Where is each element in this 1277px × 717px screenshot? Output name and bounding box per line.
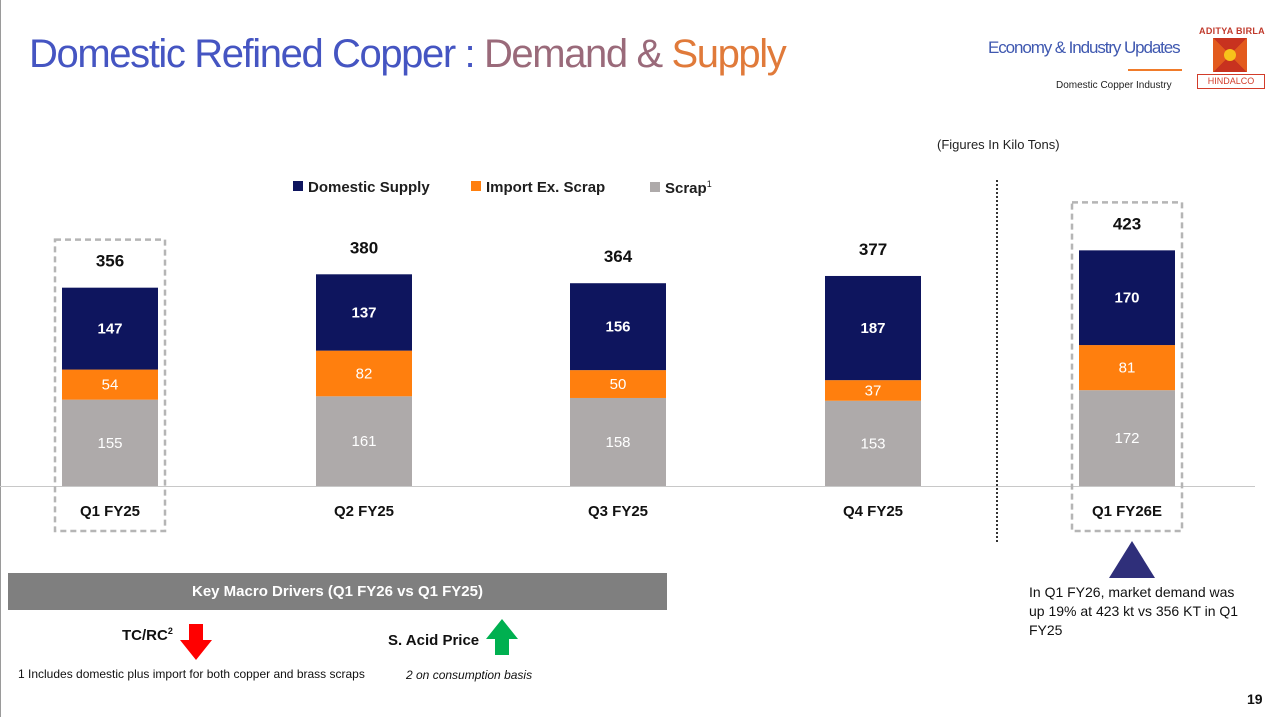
- title-part-2: Demand &: [483, 32, 672, 76]
- data-label-domestic-supply-q2-fy25: 137: [351, 304, 376, 321]
- demand-callout: In Q1 FY26, market demand was up 19% at …: [1029, 584, 1239, 638]
- legend-swatch-scrap: [650, 182, 660, 192]
- section-label: Economy & Industry Updates: [988, 38, 1181, 57]
- sun-logo-icon: [1213, 38, 1247, 72]
- bar-import-ex-scrap-q1-fy26e: [1079, 345, 1175, 391]
- highlight-box-q1-fy26e: [1070, 201, 1184, 533]
- legend-item-import-ex-scrap: Import Ex. Scrap: [471, 179, 605, 196]
- data-label-import-ex-scrap-q3-fy25: 50: [610, 376, 627, 393]
- footnote-2: 2 on consumption basis: [406, 668, 533, 682]
- bar-import-ex-scrap-q1-fy25: [62, 369, 158, 400]
- data-label-domestic-supply-q3-fy25: 156: [605, 319, 630, 336]
- section-underline: [1128, 69, 1182, 71]
- down-arrow-icon: [180, 624, 212, 660]
- bar-scrap-q3-fy25: [570, 397, 666, 486]
- driver-tc-rc-label: TC/RC: [122, 627, 168, 644]
- units-note: (Figures In Kilo Tons): [937, 137, 1060, 152]
- logo-bottom-text: HINDALCO: [1197, 74, 1265, 89]
- title-part-3: Supply: [671, 32, 786, 76]
- x-tick-label-q1-fy26e: Q1 FY26E: [1092, 503, 1162, 520]
- x-tick-label-q3-fy25: Q3 FY25: [588, 503, 648, 520]
- highlight-box-q1-fy25: [53, 238, 167, 533]
- legend-swatch-import-ex-scrap: [471, 181, 481, 191]
- legend-swatch-domestic-supply: [293, 181, 303, 191]
- data-label-scrap-q1-fy26e: 172: [1114, 430, 1139, 447]
- bar-scrap-q4-fy25: [825, 400, 921, 486]
- triangle-icon: [1109, 541, 1155, 578]
- data-label-scrap-q4-fy25: 153: [860, 435, 885, 452]
- bar-domestic-supply-q2-fy25: [316, 274, 412, 351]
- data-label-scrap-q2-fy25: 161: [351, 433, 376, 450]
- bar-domestic-supply-q1-fy25: [62, 287, 158, 370]
- x-tick-label-q1-fy25: Q1 FY25: [80, 503, 140, 520]
- total-label-q1-fy25: 356: [96, 252, 124, 271]
- bar-scrap-q1-fy25: [62, 399, 158, 486]
- bar-import-ex-scrap-q2-fy25: [316, 350, 412, 397]
- total-label-q3-fy25: 364: [604, 247, 633, 266]
- total-label-q4-fy25: 377: [859, 240, 887, 259]
- data-label-scrap-q3-fy25: 158: [605, 434, 630, 451]
- data-label-domestic-supply-q1-fy26e: 170: [1114, 290, 1139, 307]
- legend-footnote-mark: 1: [706, 179, 712, 189]
- legend-item-scrap: Scrap1: [650, 179, 712, 197]
- total-label-q2-fy25: 380: [350, 238, 378, 257]
- bar-scrap-q2-fy25: [316, 396, 412, 486]
- footnote-1: 1 Includes domestic plus import for both…: [18, 667, 365, 681]
- x-tick-label-q4-fy25: Q4 FY25: [843, 503, 903, 520]
- total-label-q1-fy26e: 423: [1113, 214, 1141, 233]
- bar-scrap-q1-fy26e: [1079, 390, 1175, 486]
- bar-domestic-supply-q1-fy26e: [1079, 250, 1175, 346]
- bar-import-ex-scrap-q4-fy25: [825, 380, 921, 401]
- data-label-scrap-q1-fy25: 155: [97, 435, 122, 452]
- legend-label-import-ex-scrap: Import Ex. Scrap: [486, 179, 606, 196]
- company-logo: ADITYA BIRLA HINDALCO: [1195, 26, 1269, 90]
- driver-tc-rc-footnote-mark: 2: [167, 626, 173, 636]
- x-tick-label-q2-fy25: Q2 FY25: [334, 503, 394, 520]
- data-label-domestic-supply-q1-fy25: 147: [97, 321, 122, 338]
- legend-item-domestic-supply: Domestic Supply: [293, 179, 430, 196]
- legend-label-domestic-supply: Domestic Supply: [308, 179, 430, 196]
- bar-domestic-supply-q3-fy25: [570, 283, 666, 371]
- data-label-domestic-supply-q4-fy25: 187: [860, 320, 885, 337]
- forecast-separator: [996, 180, 998, 542]
- data-label-import-ex-scrap-q1-fy26e: 81: [1119, 360, 1136, 377]
- page-title: Domestic Refined Copper : Demand & Suppl…: [29, 32, 787, 77]
- logo-top-text: ADITYA BIRLA: [1199, 26, 1265, 36]
- driver-sulphuric-acid-label: S. Acid Price: [388, 632, 480, 649]
- data-label-import-ex-scrap-q1-fy25: 54: [102, 377, 119, 394]
- slide-left-edge: [0, 0, 1, 717]
- driver-sulphuric-acid: S. Acid Price: [388, 632, 479, 649]
- up-arrow-icon: [486, 619, 518, 655]
- data-label-import-ex-scrap-q2-fy25: 82: [356, 365, 373, 382]
- subsection-label: Domestic Copper Industry: [1056, 80, 1172, 91]
- driver-tc-rc: TC/RC2: [122, 626, 173, 644]
- title-part-1: Domestic Refined Copper :: [29, 32, 484, 76]
- legend-label-scrap: Scrap: [665, 180, 707, 197]
- data-label-import-ex-scrap-q4-fy25: 37: [865, 382, 882, 399]
- bar-domestic-supply-q4-fy25: [825, 275, 921, 381]
- page-number: 19: [1247, 691, 1263, 707]
- macro-drivers-header: Key Macro Drivers (Q1 FY26 vs Q1 FY25): [8, 573, 667, 610]
- bar-import-ex-scrap-q3-fy25: [570, 370, 666, 398]
